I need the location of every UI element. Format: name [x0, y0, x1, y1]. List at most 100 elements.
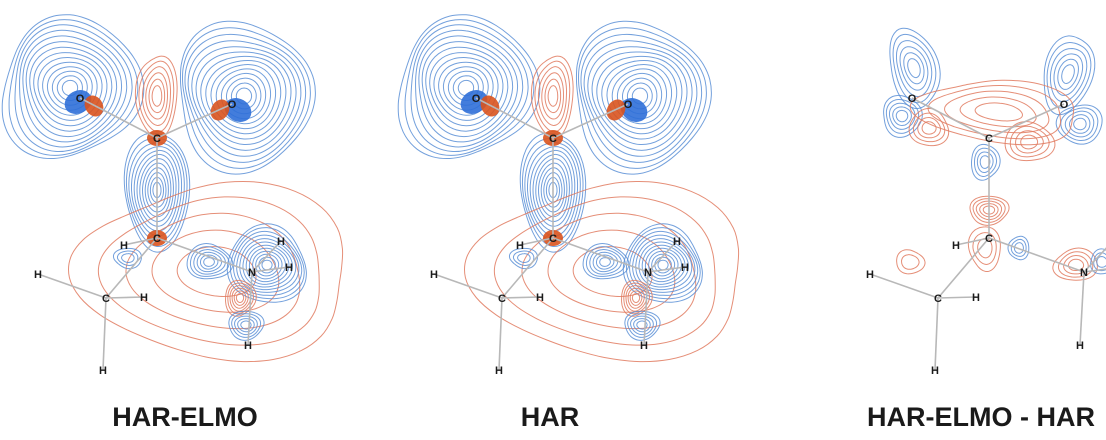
atom-label-h2: H	[516, 240, 524, 252]
bond-c3-h3b	[501, 296, 541, 299]
atom-label-hnc: H	[244, 340, 252, 352]
atom-label-c3: C	[102, 293, 110, 305]
bond-c2-c3	[105, 237, 158, 299]
bond-c3-h3c	[498, 297, 503, 371]
blue-lobe-o2	[179, 20, 316, 175]
blue-lobe-o2	[575, 20, 712, 175]
red-lobe-nh	[621, 279, 653, 317]
diff-blue-cn	[1007, 235, 1030, 261]
atom-label-h3a: H	[34, 269, 42, 281]
atom-label-o2: O	[624, 99, 633, 111]
diff-red-h3	[896, 249, 926, 275]
atom-label-c1: C	[153, 133, 161, 145]
bond-n-hnc	[247, 271, 253, 346]
diff-blue-o1b	[883, 94, 923, 138]
red-lobe-top	[134, 55, 178, 139]
bond-c2-c3	[501, 237, 554, 299]
bond-c2-c3	[937, 237, 990, 299]
bond-c2-n	[552, 237, 649, 273]
atom-label-hnb: H	[681, 262, 689, 274]
bond-n-hnc	[1079, 271, 1085, 346]
panel-har: O O C C H C H H H N H H H	[397, 14, 740, 377]
atom-label-n: N	[644, 267, 652, 279]
bond-c2-n	[156, 237, 253, 273]
red-lobe-top	[530, 55, 574, 139]
atom-label-hna: H	[673, 236, 681, 248]
atom-label-hnb: H	[285, 262, 293, 274]
diff-blue-o2	[1043, 35, 1096, 116]
atom-label-h3a: H	[430, 269, 438, 281]
caption-har-elmo: HAR-ELMO	[112, 402, 258, 432]
atom-label-h3b: H	[140, 292, 148, 304]
red-lobe-lower	[68, 180, 344, 363]
caption-har: HAR	[520, 402, 580, 432]
atom-label-h3b: H	[972, 292, 980, 304]
atom-label-h3b: H	[536, 292, 544, 304]
atom-label-n: N	[1080, 267, 1088, 279]
atom-label-h3a: H	[866, 269, 874, 281]
core-blue-o1	[64, 90, 92, 114]
caption-har-elmo-minus-har: HAR-ELMO - HAR	[867, 402, 1095, 432]
bond-n-hnc	[643, 271, 649, 346]
bond-n-hnb	[647, 266, 686, 273]
atom-label-o1: O	[76, 93, 85, 105]
bond-n-hna	[1083, 247, 1106, 273]
atom-label-c2: C	[153, 233, 161, 245]
diff-red-c1r	[1004, 121, 1056, 162]
bond-o1-c1	[475, 97, 554, 139]
panel-har-elmo: O O C C H C H H H N H H H	[1, 14, 344, 377]
blue-lobe-ch	[508, 247, 538, 270]
blue-lobe-cn	[186, 243, 234, 280]
red-lobe-nh	[225, 279, 257, 317]
atom-label-o1: O	[908, 93, 917, 105]
bond-c3-h3a	[433, 273, 503, 299]
bond-o2-c1	[156, 103, 233, 139]
bond-o2-c1	[988, 103, 1065, 139]
atom-label-o2: O	[1060, 99, 1069, 111]
bond-c3-h3b	[937, 296, 977, 299]
atom-label-c3: C	[934, 293, 942, 305]
bond-c2-h2	[123, 237, 158, 246]
bond-n-hna	[647, 240, 678, 273]
atom-label-c1: C	[549, 133, 557, 145]
bond-n-hna	[251, 240, 282, 273]
core-blue-o1	[460, 90, 488, 114]
atom-label-c2: C	[985, 233, 993, 245]
bond-c3-h3c	[934, 297, 939, 371]
bond-n-hnb	[251, 266, 290, 273]
atom-label-o2: O	[228, 99, 237, 111]
atom-label-hnc: H	[1076, 340, 1084, 352]
diff-blue-o1	[889, 27, 941, 110]
bond-o1-c1	[911, 97, 990, 139]
diff-red-c2	[969, 195, 1010, 226]
atom-label-o1: O	[472, 93, 481, 105]
atom-label-c3: C	[498, 293, 506, 305]
atom-label-hnc: H	[640, 340, 648, 352]
diff-blue-o2b	[1055, 104, 1103, 145]
bond-n-hnb	[1083, 268, 1106, 273]
diff-blue-c1c2	[970, 143, 1001, 181]
blue-lobe-cn	[582, 243, 630, 280]
atom-label-hna: H	[277, 236, 285, 248]
atom-label-h2: H	[952, 240, 960, 252]
bond-o1-c1	[79, 97, 158, 139]
bond-c3-h3c	[102, 297, 107, 371]
blue-lobe-o1	[397, 14, 541, 160]
bond-c2-h2	[955, 237, 990, 246]
bond-c3-h3a	[37, 273, 107, 299]
bond-o2-c1	[552, 103, 629, 139]
diff-red-mid	[909, 79, 1075, 146]
bond-c2-h2	[519, 237, 554, 246]
atom-label-h3c: H	[931, 365, 939, 377]
blue-lobe-o1	[1, 14, 145, 160]
atom-label-h3c: H	[495, 365, 503, 377]
bond-c2-n	[988, 237, 1085, 273]
atom-label-n: N	[248, 267, 256, 279]
blue-lobe-n	[226, 223, 307, 303]
blue-lobe-n	[622, 223, 703, 303]
